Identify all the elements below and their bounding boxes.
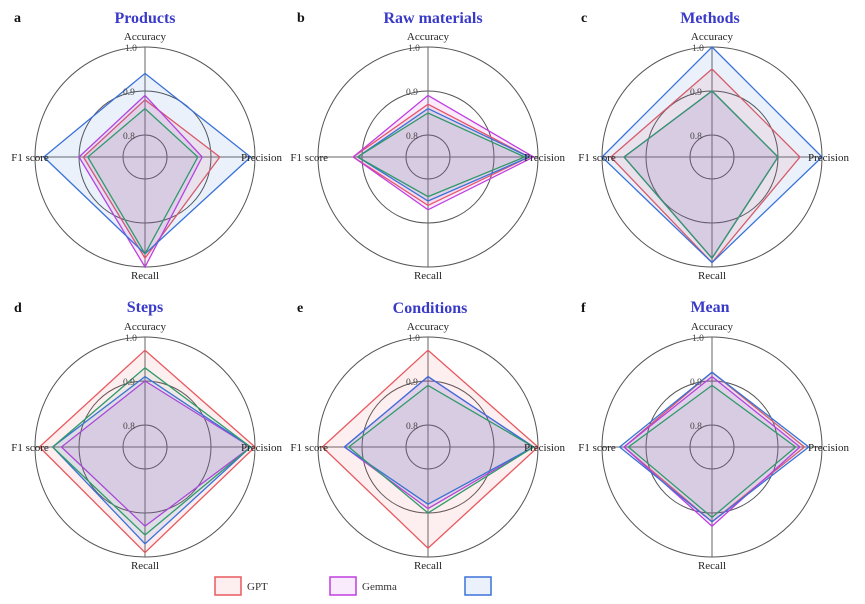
series-polygon-3 [343, 375, 535, 505]
axis-label-accuracy: Accuracy [407, 321, 450, 333]
tick-label: 1.0 [408, 334, 420, 344]
axis-label-accuracy: Accuracy [691, 321, 734, 333]
tick-label: 0.8 [123, 422, 135, 432]
panel-title: Steps [127, 299, 163, 316]
axis-label-precision: Precision [808, 442, 849, 454]
legend: GPT Gemma [214, 576, 492, 596]
panel-letter: a [14, 11, 21, 26]
tick-label: 1.0 [692, 44, 704, 54]
series-polygon-1 [321, 349, 539, 550]
legend-label: GPT [247, 581, 268, 593]
series-polygon-2 [622, 375, 802, 528]
panel-letter: c [581, 11, 587, 26]
tick-label: 1.0 [408, 44, 420, 54]
axis-label-recall: Recall [414, 270, 442, 282]
axis-label-f1-score: F1 score [290, 442, 328, 454]
axis-label-precision: Precision [524, 442, 565, 454]
series-polygon-3 [601, 46, 823, 264]
axis-label-accuracy: Accuracy [691, 31, 734, 43]
axis-label-f1-score: F1 score [290, 152, 328, 164]
axis-label-accuracy: Accuracy [124, 31, 167, 43]
series-polygon-4 [356, 112, 527, 198]
tick-label: 0.9 [123, 378, 135, 388]
axis-label-f1-score: F1 score [578, 442, 616, 454]
axis-label-accuracy: Accuracy [407, 31, 450, 43]
tick-label: 0.8 [123, 132, 135, 142]
series-polygon-2 [352, 94, 535, 211]
legend-swatch [329, 576, 357, 596]
axis-label-precision: Precision [524, 152, 565, 164]
axis-label-recall: Recall [131, 270, 159, 282]
tick-label: 0.9 [406, 88, 418, 98]
tick-label: 0.9 [690, 378, 702, 388]
axis-label-precision: Precision [241, 442, 282, 454]
axis-label-recall: Recall [698, 560, 726, 572]
tick-label: 0.8 [406, 132, 418, 142]
tick-label: 0.8 [690, 132, 702, 142]
series-polygon-4 [51, 366, 252, 536]
panel-letter: b [297, 11, 305, 26]
axis-label-precision: Precision [808, 152, 849, 164]
tick-label: 1.0 [692, 334, 704, 344]
series-polygon-3 [618, 371, 810, 523]
series-polygon-4 [623, 90, 779, 260]
axis-label-f1-score: F1 score [11, 442, 49, 454]
tick-label: 1.0 [125, 334, 137, 344]
series-polygon-4 [86, 107, 199, 256]
axis-label-recall: Recall [131, 560, 159, 572]
legend-swatch [214, 576, 242, 596]
series-polygon-3 [51, 375, 252, 545]
tick-label: 0.9 [123, 88, 135, 98]
series-polygon-1 [38, 349, 256, 554]
panel-letter: d [14, 301, 22, 316]
series-polygon-4 [627, 384, 797, 519]
axis-label-f1-score: F1 score [11, 152, 49, 164]
axis-label-accuracy: Accuracy [124, 321, 167, 333]
panel-letter: e [297, 301, 303, 316]
panel-title: Mean [690, 299, 729, 316]
axis-label-recall: Recall [698, 270, 726, 282]
tick-label: 0.8 [690, 422, 702, 432]
panel-title: Methods [680, 10, 740, 27]
series-polygon-4 [347, 384, 535, 514]
axis-label-f1-score: F1 score [578, 152, 616, 164]
tick-label: 1.0 [125, 44, 137, 54]
panel-title: Products [114, 10, 175, 27]
tick-label: 0.9 [406, 378, 418, 388]
axis-label-recall: Recall [414, 560, 442, 572]
panel-title: Conditions [393, 300, 468, 317]
tick-label: 0.8 [406, 422, 418, 432]
legend-label: Gemma [362, 581, 397, 593]
axis-label-precision: Precision [241, 152, 282, 164]
legend-swatch [464, 576, 492, 596]
panel-letter: f [581, 301, 586, 316]
panel-title: Raw materials [383, 10, 482, 27]
tick-label: 0.9 [690, 88, 702, 98]
series-polygon-2 [60, 380, 252, 528]
series-polygon-3 [356, 107, 531, 202]
